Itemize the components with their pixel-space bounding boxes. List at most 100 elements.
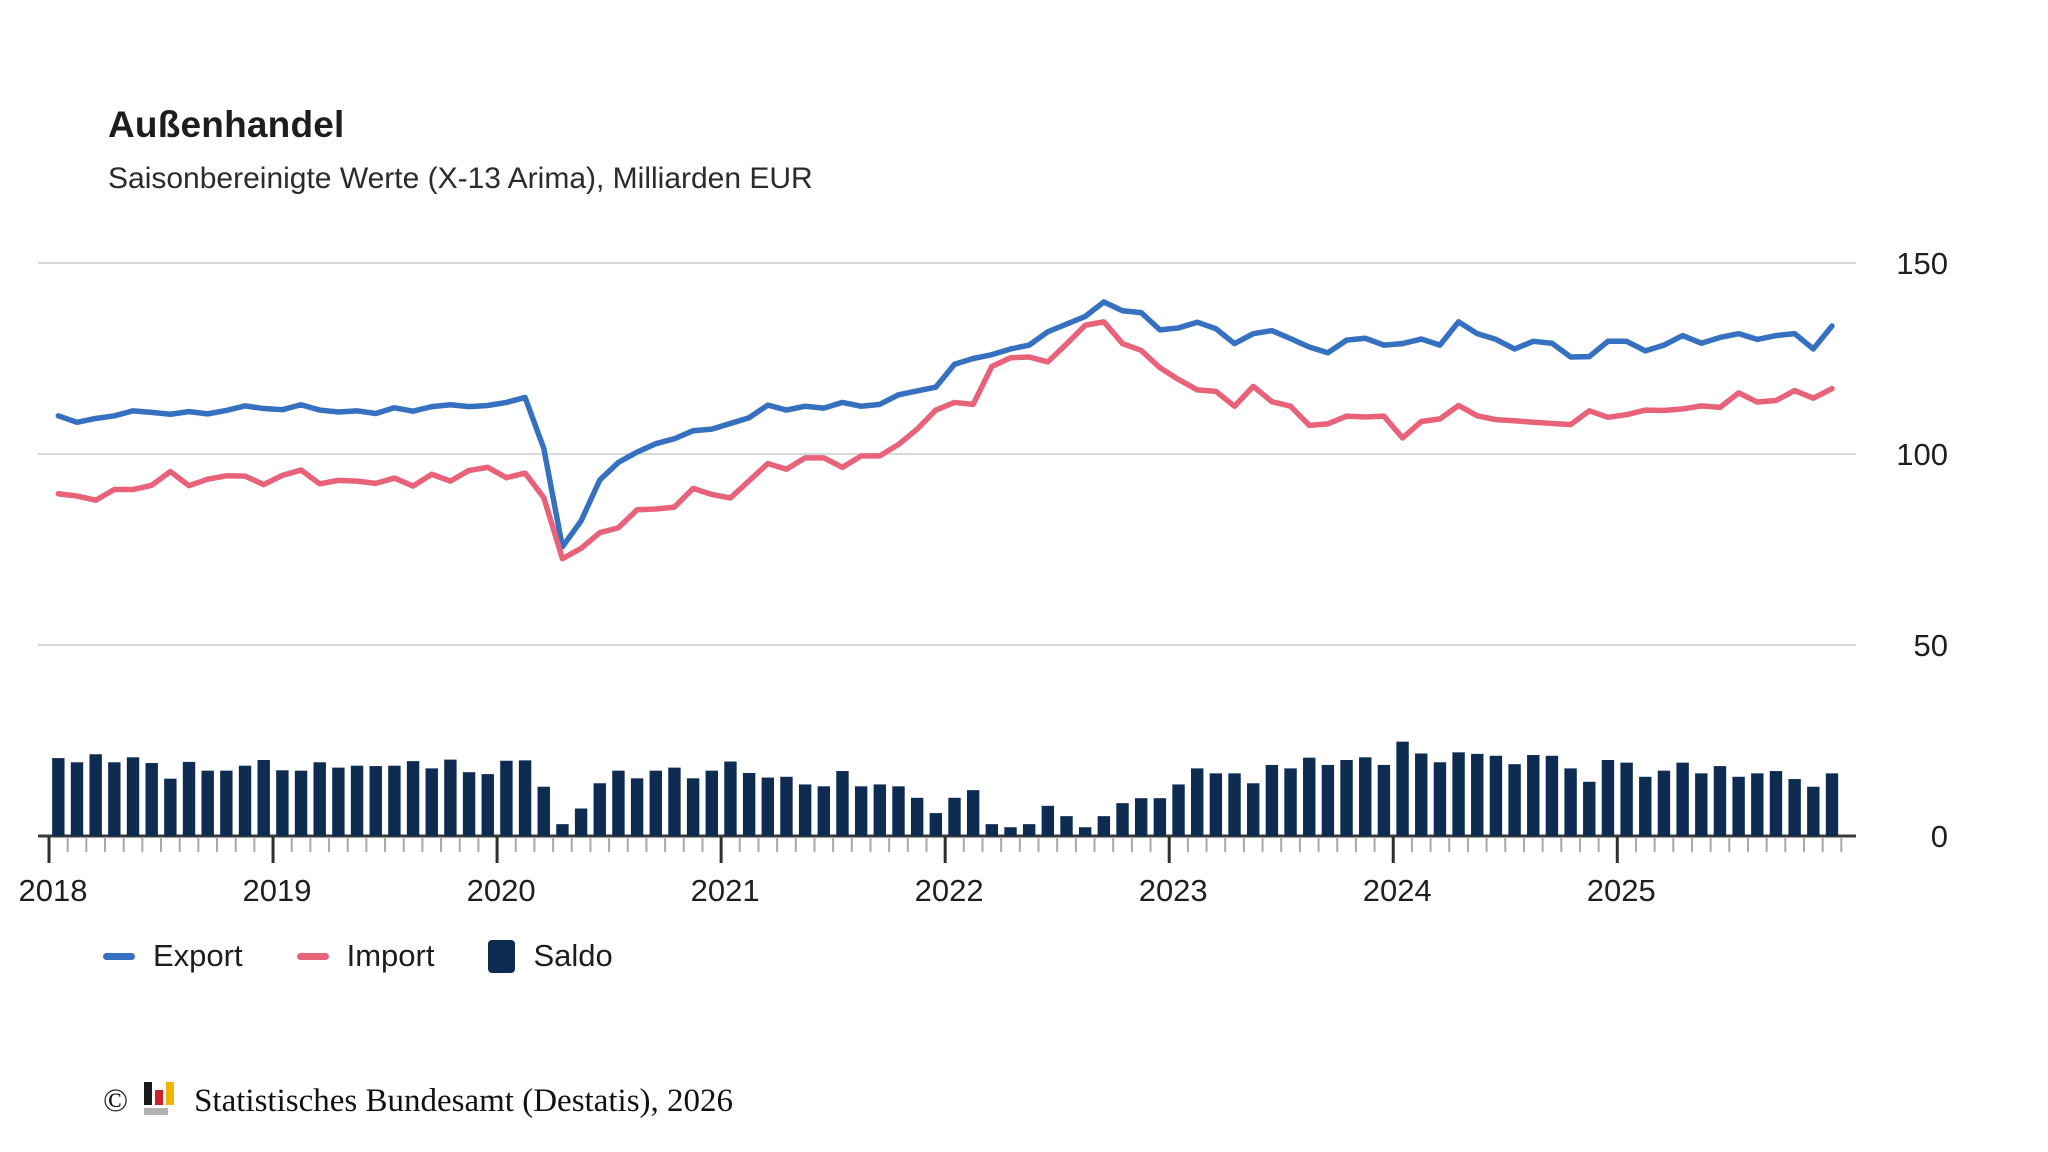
- saldo-bar: [1713, 766, 1727, 836]
- saldo-bar: [686, 778, 700, 836]
- saldo-bar: [742, 772, 756, 836]
- saldo-bar: [1825, 773, 1839, 836]
- saldo-bar: [1116, 803, 1129, 836]
- saldo-bar: [798, 784, 812, 836]
- saldo-bar: [332, 767, 345, 836]
- x-axis-year-label: 2019: [243, 873, 312, 908]
- saldo-bar: [630, 778, 644, 836]
- saldo-bar: [649, 770, 662, 836]
- saldo-bar: [1639, 776, 1652, 836]
- saldo-bar: [836, 771, 849, 836]
- source-text: Statistisches Bundesamt (Destatis), 2026: [194, 1083, 734, 1119]
- saldo-bar: [1489, 755, 1503, 836]
- saldo-bar: [1508, 764, 1521, 836]
- saldo-bar: [500, 760, 513, 836]
- saldo-bar: [929, 813, 943, 836]
- saldo-bar: [1433, 762, 1447, 836]
- x-axis-year-label: 2021: [691, 873, 760, 908]
- destatis-logo-icon: [142, 1078, 180, 1125]
- saldo-bar: [369, 766, 382, 836]
- copyright-symbol: ©: [103, 1083, 129, 1119]
- saldo-bar: [705, 770, 718, 836]
- saldo-bar: [1695, 773, 1708, 836]
- saldo-bar: [1097, 816, 1111, 836]
- legend-item-saldo: Saldo: [488, 938, 613, 974]
- saldo-bar: [1396, 741, 1409, 836]
- saldo-bar: [1191, 768, 1204, 836]
- y-axis-label: 150: [1896, 246, 1948, 281]
- saldo-bar: [481, 774, 494, 836]
- page-title: Außenhandel: [108, 104, 345, 145]
- saldo-bar: [126, 757, 140, 836]
- saldo-bar: [537, 786, 550, 836]
- legend-label-export: Export: [153, 938, 243, 973]
- export-line-swatch: [103, 952, 135, 960]
- saldo-bar: [182, 761, 196, 836]
- saldo-bar: [70, 762, 84, 836]
- saldo-bar: [593, 783, 606, 836]
- saldo-bar: [668, 767, 681, 836]
- saldo-bar: [1807, 786, 1820, 836]
- import-line: [55, 319, 1835, 562]
- saldo-bar: [406, 761, 420, 836]
- saldo-bar: [1377, 764, 1391, 836]
- saldo-bar: [910, 797, 924, 836]
- saldo-bar: [1060, 816, 1073, 836]
- saldo-bar: [817, 786, 831, 836]
- import-line-swatch: [296, 952, 329, 960]
- saldo-bar: [1769, 771, 1783, 836]
- saldo-bar: [985, 824, 999, 836]
- saldo-bar: [761, 777, 774, 836]
- saldo-bar: [1452, 752, 1465, 836]
- legend-item-export: Export: [103, 938, 243, 974]
- saldo-bar: [108, 762, 121, 836]
- saldo-bar: [1265, 764, 1279, 836]
- saldo-bar: [276, 770, 289, 836]
- saldo-bar: [1620, 762, 1633, 836]
- saldo-bar: [1340, 759, 1353, 836]
- saldo-bar: [1527, 755, 1540, 836]
- saldo-bar: [780, 776, 793, 836]
- x-axis-year-label: 2024: [1363, 873, 1432, 908]
- saldo-bar: [52, 758, 65, 836]
- legend: Export Import Saldo: [103, 938, 613, 974]
- saldo-bar: [313, 762, 326, 836]
- saldo-bar: [612, 770, 625, 836]
- saldo-bar: [145, 763, 158, 836]
- y-axis-label: 50: [1914, 628, 1948, 663]
- saldo-bar: [1788, 779, 1801, 836]
- saldo-bar: [1321, 764, 1335, 836]
- saldo-bar: [1209, 773, 1223, 836]
- x-axis-year-label: 2025: [1587, 873, 1656, 908]
- saldo-bar: [1153, 798, 1167, 836]
- saldo-bar: [574, 808, 588, 836]
- saldo-bar: [1415, 753, 1428, 836]
- saldo-bar: [425, 768, 438, 836]
- source-line: © Statistisches Bundesamt (Destatis), 20…: [103, 1078, 733, 1125]
- saldo-bar: [257, 759, 270, 836]
- saldo-bar: [854, 786, 868, 836]
- saldo-bar: [1172, 784, 1185, 836]
- export-line: [55, 299, 1835, 550]
- saldo-bar: [220, 770, 233, 836]
- saldo-bar: [1601, 759, 1615, 836]
- page-subtitle: Saisonbereinigte Werte (X-13 Arima), Mil…: [108, 162, 813, 195]
- x-axis-year-label: 2022: [915, 873, 984, 908]
- saldo-bar: [873, 784, 887, 836]
- legend-item-import: Import: [296, 938, 434, 974]
- saldo-bar: [1004, 827, 1017, 836]
- saldo-bar: [444, 759, 457, 836]
- x-axis-year-label: 2023: [1139, 873, 1208, 908]
- saldo-bar: [518, 760, 532, 836]
- saldo-bar: [1676, 762, 1689, 836]
- saldo-bar: [1228, 773, 1241, 836]
- saldo-bar: [1751, 773, 1764, 836]
- saldo-bar: [1284, 768, 1297, 836]
- saldo-bar: [294, 770, 308, 836]
- saldo-bar: [556, 824, 569, 836]
- saldo-bar: [1583, 781, 1596, 836]
- x-axis-year-label: 2018: [19, 873, 88, 908]
- saldo-bar: [89, 754, 102, 836]
